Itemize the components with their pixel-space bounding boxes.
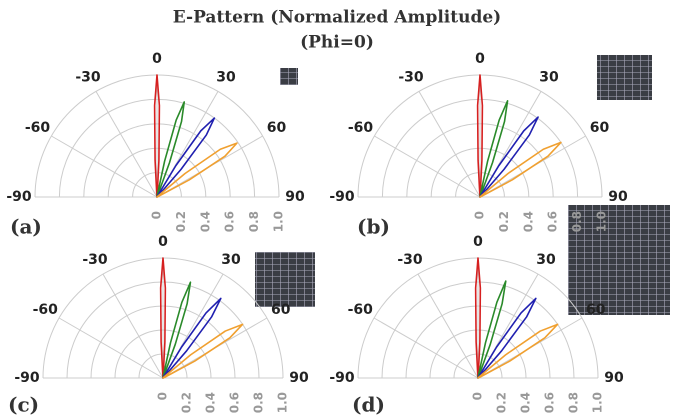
r-tick-label: 0.6	[223, 211, 237, 232]
grid-spoke	[374, 318, 478, 378]
r-tick-label: 0.2	[495, 392, 509, 413]
r-tick-label: 1.0	[595, 211, 609, 232]
theta-tick-label: 90	[289, 370, 309, 386]
theta-tick-label: 90	[608, 189, 628, 205]
theta-tick-label: -90	[329, 189, 355, 205]
r-tick-label: 0	[150, 211, 164, 219]
theta-tick-label: 90	[285, 189, 305, 205]
theta-tick-label: 60	[267, 120, 287, 136]
theta-tick-label: -60	[25, 120, 51, 136]
theta-tick-label: -60	[33, 302, 59, 318]
beam	[480, 101, 508, 197]
r-tick-label: 0.6	[546, 211, 560, 232]
r-tick-label: 0.4	[519, 392, 533, 413]
theta-tick-label: 60	[590, 120, 610, 136]
array-icon	[255, 55, 670, 315]
grid-spoke	[59, 318, 163, 378]
r-tick-label: 0.4	[204, 392, 218, 413]
theta-tick-label: 30	[539, 69, 559, 85]
r-tick-label: 1.0	[276, 392, 290, 413]
r-tick-label: 1.0	[591, 392, 605, 413]
r-tick-label: 0.6	[543, 392, 557, 413]
grid-spoke	[51, 136, 157, 197]
r-tick-label: 0.6	[228, 392, 242, 413]
theta-tick-label: -30	[82, 252, 108, 268]
chart: E-Pattern (Normalized Amplitude) (Phi=0)…	[0, 0, 675, 415]
theta-tick-label: -90	[329, 370, 355, 386]
theta-tick-label: 0	[473, 234, 483, 250]
grid-spoke	[374, 136, 480, 197]
theta-tick-label: 30	[536, 252, 556, 268]
grid-spoke	[96, 91, 157, 197]
theta-tick-label: 0	[158, 234, 168, 250]
r-tick-label: 0.8	[567, 392, 581, 413]
theta-tick-label: 0	[152, 51, 162, 67]
theta-tick-label: -60	[348, 302, 374, 318]
r-tick-label: 0.2	[174, 211, 188, 232]
grid-spoke	[103, 274, 163, 378]
r-tick-label: 0.8	[570, 211, 584, 232]
panel-label: (c)	[8, 393, 39, 416]
panel-label: (d)	[352, 393, 385, 416]
r-tick-label: 1.0	[272, 211, 286, 232]
chart-title: E-Pattern (Normalized Amplitude)	[173, 8, 501, 28]
theta-tick-label: 0	[475, 51, 485, 67]
panel-label: (a)	[10, 215, 42, 239]
r-tick-label: 0.8	[252, 392, 266, 413]
theta-tick-label: 60	[271, 302, 291, 318]
r-tick-label: 0.2	[497, 211, 511, 232]
theta-tick-label: -90	[6, 189, 32, 205]
theta-tick-label: -30	[75, 69, 101, 85]
r-tick-label: 0	[473, 211, 487, 219]
r-tick-label: 0	[156, 392, 170, 400]
theta-tick-label: -30	[397, 252, 423, 268]
theta-tick-label: 90	[604, 370, 624, 386]
r-tick-label: 0.4	[198, 211, 212, 232]
theta-tick-label: 30	[216, 69, 236, 85]
theta-tick-label: 30	[221, 252, 241, 268]
theta-tick-label: -30	[398, 69, 424, 85]
r-tick-label: 0.2	[180, 392, 194, 413]
grid-spoke	[419, 91, 480, 197]
theta-tick-label: -90	[14, 370, 40, 386]
beam	[478, 281, 506, 378]
panel-label: (b)	[357, 215, 390, 239]
r-tick-label: 0.8	[247, 211, 261, 232]
chart-subtitle: (Phi=0)	[300, 33, 374, 53]
theta-tick-label: 60	[586, 302, 606, 318]
r-tick-label: 0	[471, 392, 485, 400]
theta-tick-label: -60	[348, 120, 374, 136]
grid-spoke	[418, 274, 478, 378]
r-tick-label: 0.4	[521, 211, 535, 232]
